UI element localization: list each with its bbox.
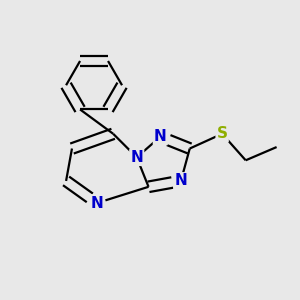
Text: N: N — [175, 173, 187, 188]
Text: N: N — [154, 129, 167, 144]
Text: N: N — [130, 150, 143, 165]
Text: S: S — [217, 126, 228, 141]
Text: N: N — [91, 196, 103, 211]
